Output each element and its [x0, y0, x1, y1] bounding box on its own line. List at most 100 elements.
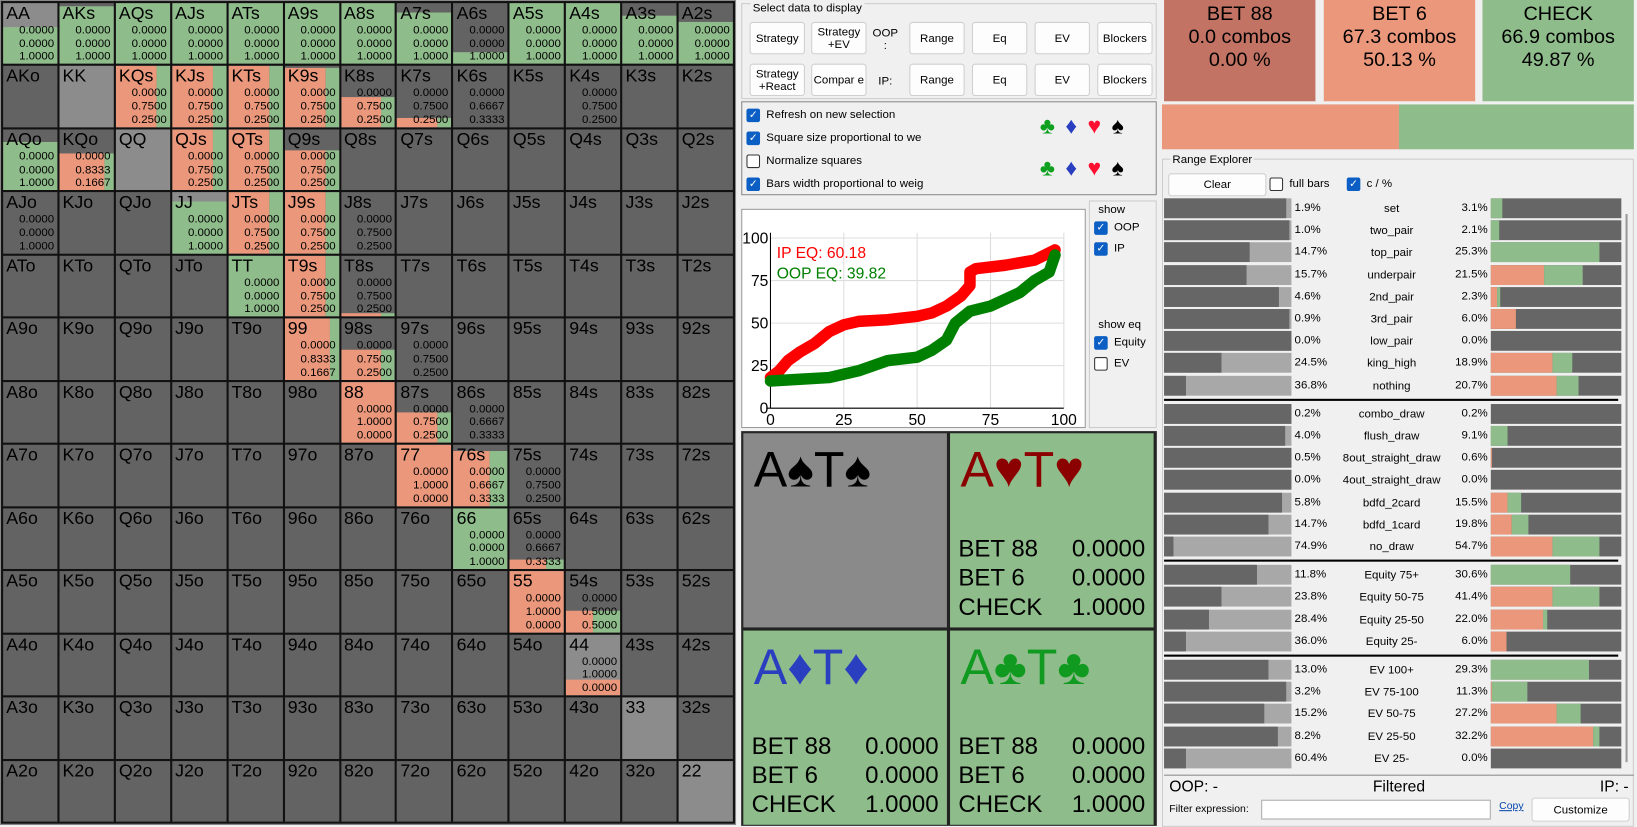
hand-cell[interactable]: 62s: [678, 508, 733, 570]
hand-cell[interactable]: JTo: [172, 255, 227, 317]
hand-cell[interactable]: 0.0000 0.0000 1.0000 AQs: [115, 3, 170, 65]
hand-cell[interactable]: 0.0000 0.7500 0.2500 QTs: [228, 129, 283, 191]
explorer-row[interactable]: 1.9% set 3.1%: [1164, 198, 1623, 219]
hand-cell[interactable]: 97o: [284, 444, 339, 507]
hand-cell[interactable]: 0.0000 0.7500 0.2500 KQs: [115, 66, 170, 128]
hand-cell[interactable]: 93o: [284, 697, 339, 759]
customize-button[interactable]: Customize: [1531, 797, 1630, 822]
hand-cell[interactable]: Q4s: [566, 129, 621, 191]
hand-cell[interactable]: 0.0000 1.0000 0.0000 77: [397, 444, 452, 507]
explorer-row[interactable]: 4.6% 2nd_pair 2.3%: [1164, 286, 1623, 308]
hand-cell[interactable]: 0.0000 0.0000 1.0000 A3s: [622, 3, 677, 65]
hand-cell[interactable]: 0.0000 0.0000 1.0000 ATs: [228, 3, 283, 65]
hand-cell[interactable]: 0.0000 0.7500 0.2500 T8s: [340, 255, 396, 317]
explorer-row[interactable]: 36.0% Equity 25- 6.0%: [1164, 631, 1623, 652]
hand-cell[interactable]: 83o: [340, 697, 396, 759]
explorer-row[interactable]: 0.5% 8out_straight_draw 0.6%: [1164, 448, 1623, 469]
hand-cell[interactable]: T4s: [566, 255, 621, 317]
hand-cell[interactable]: 93s: [622, 318, 677, 380]
hand-cell[interactable]: 0.0000 0.7500 0.2500 K9s: [284, 66, 339, 128]
explorer-row[interactable]: 36.8% nothing 20.7%: [1164, 375, 1623, 396]
combo-card[interactable]: A♦T♦ BET 88 0.0000 BET 6 0.0000 CHECK 1.0000: [743, 630, 947, 825]
hand-cell[interactable]: A7o: [3, 444, 58, 507]
hand-cell[interactable]: KTo: [59, 255, 114, 317]
hand-cell[interactable]: 52o: [509, 760, 564, 822]
hand-cell[interactable]: J4o: [172, 634, 227, 696]
hand-cell[interactable]: Q5o: [115, 571, 170, 633]
hand-cell[interactable]: 0.0000 0.0000 1.0000 A4s: [566, 3, 621, 65]
option-checkbox[interactable]: ✓ Bars width proportional to weig: [746, 172, 923, 195]
hand-cell[interactable]: 0.0000 0.0000 1.0000 AJs: [172, 3, 227, 65]
hand-cell[interactable]: 32s: [678, 697, 733, 759]
hand-cell[interactable]: Q5s: [509, 129, 564, 191]
ip-range-button[interactable]: Range: [909, 63, 965, 97]
hand-cell[interactable]: 0.0000 0.7500 0.2500 K4s: [566, 66, 621, 128]
spade-icon[interactable]: ♠: [1111, 112, 1124, 139]
hand-cell[interactable]: 96s: [453, 318, 508, 380]
hand-cell[interactable]: 85s: [509, 381, 564, 443]
hand-cell[interactable]: 0.0000 0.7500 0.2500 J8s: [340, 192, 396, 254]
strategy-summary-box[interactable]: BET 6 67.3 combos 50.13 %: [1323, 0, 1476, 102]
hand-cell[interactable]: J7s: [397, 192, 452, 254]
hand-cell[interactable]: 94s: [566, 318, 621, 380]
hand-cell[interactable]: 64s: [566, 508, 621, 570]
hand-cell[interactable]: 0.0000 0.0000 1.0000 A8s: [340, 3, 396, 65]
c-pct-checkbox[interactable]: ✓ c / %: [1346, 172, 1392, 195]
hand-cell[interactable]: 82o: [340, 760, 396, 822]
hand-cell[interactable]: 0.0000 0.0000 1.0000 TT: [228, 255, 283, 317]
hand-cell[interactable]: QJo: [115, 192, 170, 254]
explorer-row[interactable]: 13.0% EV 100+ 29.3%: [1164, 659, 1623, 681]
hand-cell[interactable]: 22: [678, 760, 733, 822]
hand-cell[interactable]: 0.0000 0.6667 0.3333 65s: [509, 508, 564, 570]
hand-cell[interactable]: T8o: [228, 381, 283, 443]
strategy-summary-box[interactable]: BET 88 0.0 combos 0.00 %: [1164, 0, 1316, 102]
hand-cell[interactable]: 32o: [622, 760, 677, 822]
hand-cell[interactable]: 64o: [453, 634, 508, 696]
hand-cell[interactable]: T5o: [228, 571, 283, 633]
explorer-row[interactable]: 5.8% bdfd_2card 15.5%: [1164, 492, 1623, 513]
combo-card[interactable]: A♠T♠: [743, 433, 947, 628]
hand-cell[interactable]: K9o: [59, 318, 114, 380]
hand-cell[interactable]: 0.0000 0.0000 1.0000 JJ: [172, 192, 227, 254]
filter-input[interactable]: [1261, 799, 1491, 820]
copy-link[interactable]: Copy: [1499, 800, 1524, 813]
hand-cell[interactable]: 0.0000 0.7500 0.2500 98s: [340, 318, 396, 380]
hand-cell[interactable]: J2s: [678, 192, 733, 254]
hand-cell[interactable]: 0.0000 0.7500 0.2500 Q9s: [284, 129, 339, 191]
hand-cell[interactable]: Q4o: [115, 634, 170, 696]
hand-cell[interactable]: 0.0000 0.7500 0.2500 KJs: [172, 66, 227, 128]
explorer-row[interactable]: 60.4% EV 25- 0.0%: [1164, 748, 1623, 769]
hand-cell[interactable]: Q8o: [115, 381, 170, 443]
hand-cell[interactable]: 53s: [622, 571, 677, 633]
explorer-row[interactable]: 74.9% no_draw 54.7%: [1164, 536, 1623, 558]
hand-cell[interactable]: 0.0000 0.6667 0.3333 76s: [453, 444, 508, 507]
strategy-react-button[interactable]: Strategy +React: [749, 63, 805, 97]
hand-cell[interactable]: Q9o: [115, 318, 170, 380]
hand-cell[interactable]: 83s: [622, 381, 677, 443]
club-icon[interactable]: ♣: [1039, 112, 1055, 139]
explorer-row[interactable]: 0.9% 3rd_pair 6.0%: [1164, 309, 1623, 330]
hand-cell[interactable]: T5s: [509, 255, 564, 317]
oop-range-button[interactable]: Range: [909, 21, 965, 55]
hand-cell[interactable]: 0.0000 0.7500 0.2500 87s: [397, 381, 452, 443]
hand-cell[interactable]: T6s: [453, 255, 508, 317]
explorer-row[interactable]: 28.4% Equity 25-50 22.0%: [1164, 609, 1623, 630]
option-checkbox[interactable]: Normalize squares: [746, 149, 923, 172]
clear-button[interactable]: Clear: [1168, 173, 1267, 197]
combo-card[interactable]: A♣T♣ BET 88 0.0000 BET 6 0.0000 CHECK 1.0000: [950, 630, 1154, 825]
hand-cell[interactable]: 0.0000 0.0000 1.0000 A6s: [453, 3, 508, 65]
hand-cell[interactable]: A6o: [3, 508, 58, 570]
compare-button[interactable]: Compar e: [811, 63, 867, 97]
hand-cell[interactable]: 0.0000 1.0000 0.0000 55: [509, 571, 564, 633]
ip-blockers-button[interactable]: Blockers: [1097, 63, 1153, 97]
explorer-row[interactable]: 24.5% king_high 18.9%: [1164, 353, 1623, 374]
hand-cell[interactable]: K8o: [59, 381, 114, 443]
hand-cell[interactable]: T3s: [622, 255, 677, 317]
hand-cell[interactable]: 0.0000 0.0000 1.0000 AJo: [3, 192, 58, 254]
hand-cell[interactable]: A4o: [3, 634, 58, 696]
hand-cell[interactable]: 0.0000 1.0000 0.0000 88: [340, 381, 396, 443]
hand-cell[interactable]: A9o: [3, 318, 58, 380]
hand-cell[interactable]: 0.0000 0.0000 1.0000 A7s: [397, 3, 452, 65]
hand-cell[interactable]: 0.0000 0.7500 0.2500 J9s: [284, 192, 339, 254]
full-bars-checkbox[interactable]: full bars: [1269, 172, 1330, 195]
